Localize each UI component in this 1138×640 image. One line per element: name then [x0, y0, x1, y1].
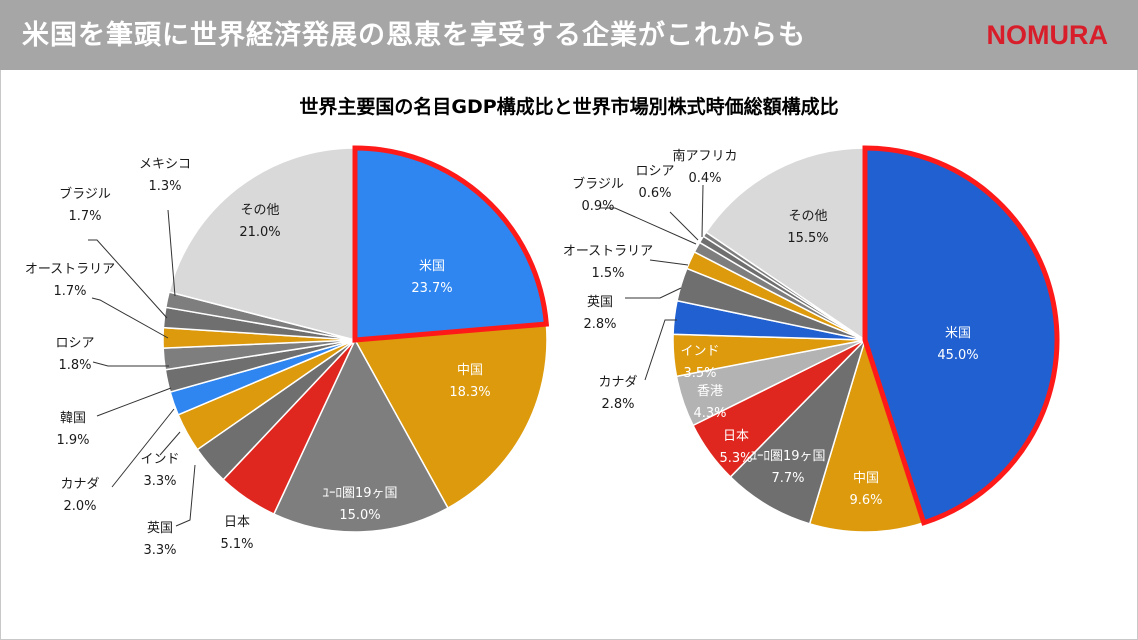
slice-label-1-5: インド [140, 452, 179, 467]
slice-value-1-3: 5.1% [220, 537, 253, 552]
slice-value-1-1: 18.3% [449, 385, 490, 400]
slice-value-2-10: 0.6% [638, 186, 671, 201]
slice-value-2-0: 45.0% [937, 348, 978, 363]
leader-line-2-8 [649, 259, 689, 266]
slice-value-1-6: 2.0% [63, 499, 96, 514]
slice-label-1-11: メキシコ [139, 157, 191, 172]
slice-label-1-8: ロシア [55, 336, 94, 351]
highlight-border-2 [862, 145, 1060, 526]
slice-label-2-1: 中国 [853, 471, 879, 486]
leader-line-1-10 [88, 239, 168, 319]
leader-line-2-7 [625, 287, 682, 299]
slice-value-2-8: 1.5% [591, 266, 624, 281]
leader-line-2-10 [669, 211, 699, 241]
slice-label-1-1: 中国 [457, 363, 483, 378]
slice-value-1-4: 3.3% [143, 543, 176, 558]
leader-line-1-4 [175, 464, 196, 527]
slice-value-2-12: 15.5% [787, 231, 828, 246]
slice-label-1-10: ブラジル [59, 186, 111, 202]
slice-label-1-0: 米国 [419, 259, 445, 274]
slice-value-2-6: 2.8% [601, 397, 634, 412]
pie-chart-1: 米国 23.7% 中国 18.3% ﾕｰﾛ圏19ヶ国 15.0% 日本 5.1% 英国 3.3% イ… [25, 145, 550, 558]
leader-line-1-6 [111, 408, 175, 488]
pie-slice-2-1 [808, 337, 925, 533]
chart-title: 世界主要国の名目GDP構成比と世界市場別株式時価総額構成比 [299, 96, 839, 118]
slice-value-2-9: 0.9% [581, 199, 614, 214]
slide-title: 米国を筆頭に世界経済発展の恩恵を享受する企業がこれからも [22, 20, 806, 51]
leader-line-1-9 [91, 297, 169, 339]
slice-label-2-6: カナダ [598, 375, 637, 390]
pie-slice-1-2 [272, 338, 449, 533]
slice-label-1-6: カナダ [60, 477, 99, 492]
slice-value-1-12: 21.0% [239, 225, 280, 240]
pie-slice-1-0 [354, 147, 548, 341]
leader-line-1-8 [92, 361, 169, 367]
leader-line-1-5 [159, 431, 181, 456]
slice-label-1-9: オーストラリア [25, 262, 115, 277]
leader-line-2-6 [644, 319, 677, 381]
slice-value-2-7: 2.8% [583, 317, 616, 332]
slice-label-2-8: オーストラリア [563, 244, 653, 259]
slice-value-1-5: 3.3% [143, 474, 176, 489]
slice-value-2-5: 3.5% [683, 366, 716, 381]
leader-line-1-7 [96, 387, 172, 417]
slice-label-2-0: 米国 [945, 326, 971, 341]
slice-value-2-1: 9.6% [849, 493, 882, 508]
slice-label-1-4: 英国 [147, 521, 173, 536]
slice-value-1-0: 23.7% [411, 281, 452, 296]
pie-slice-2-2 [729, 339, 866, 525]
slice-label-1-3: 日本 [224, 515, 250, 530]
slice-label-1-2: ﾕｰﾛ圏19ヶ国 [322, 486, 397, 501]
header-bar: 米国を筆頭に世界経済発展の恩恵を享受する企業がこれからも NOMURA [0, 0, 1138, 70]
slice-label-2-3: 日本 [723, 429, 749, 444]
slice-value-2-2: 7.7% [771, 471, 804, 486]
slice-label-2-10: ロシア [635, 164, 674, 179]
slice-label-2-7: 英国 [587, 295, 613, 310]
slice-value-2-11: 0.4% [688, 171, 721, 186]
slice-label-2-5: インド [680, 344, 719, 359]
slice-value-1-10: 1.7% [68, 209, 101, 224]
pie-chart-2: 米国 45.0% 中国 9.6% ﾕｰﾛ圏19ヶ国 7.7% 日本 5.3% 香港 4.3% インド… [563, 145, 1060, 533]
pie-slice-1-1 [353, 323, 548, 510]
slice-value-2-4: 4.3% [693, 406, 726, 421]
slice-value-1-7: 1.9% [56, 433, 89, 448]
slice-value-1-8: 1.8% [58, 358, 91, 373]
pie-slice-1-12 [168, 147, 356, 341]
highlight-border-1 [352, 145, 550, 343]
nomura-logo: NOMURA [986, 20, 1109, 50]
slice-label-1-7: 韓国 [60, 411, 86, 426]
slice-value-1-9: 1.7% [53, 284, 86, 299]
slice-label-2-11: 南アフリカ [672, 148, 737, 164]
slice-label-2-12: その他 [788, 209, 827, 224]
leader-line-1-11 [167, 209, 176, 297]
leader-line-2-9 [600, 207, 697, 245]
slice-label-2-9: ブラジル [572, 176, 624, 192]
slice-value-1-2: 15.0% [339, 508, 380, 523]
slice-value-1-11: 1.3% [148, 179, 181, 194]
slice-label-2-2: ﾕｰﾛ圏19ヶ国 [750, 449, 825, 464]
pie-slice-2-12 [705, 147, 866, 342]
leader-line-2-11 [701, 184, 704, 238]
slice-label-1-12: その他 [240, 203, 279, 218]
slice-label-2-4: 香港 [697, 384, 723, 399]
slice-value-2-3: 5.3% [719, 451, 752, 466]
